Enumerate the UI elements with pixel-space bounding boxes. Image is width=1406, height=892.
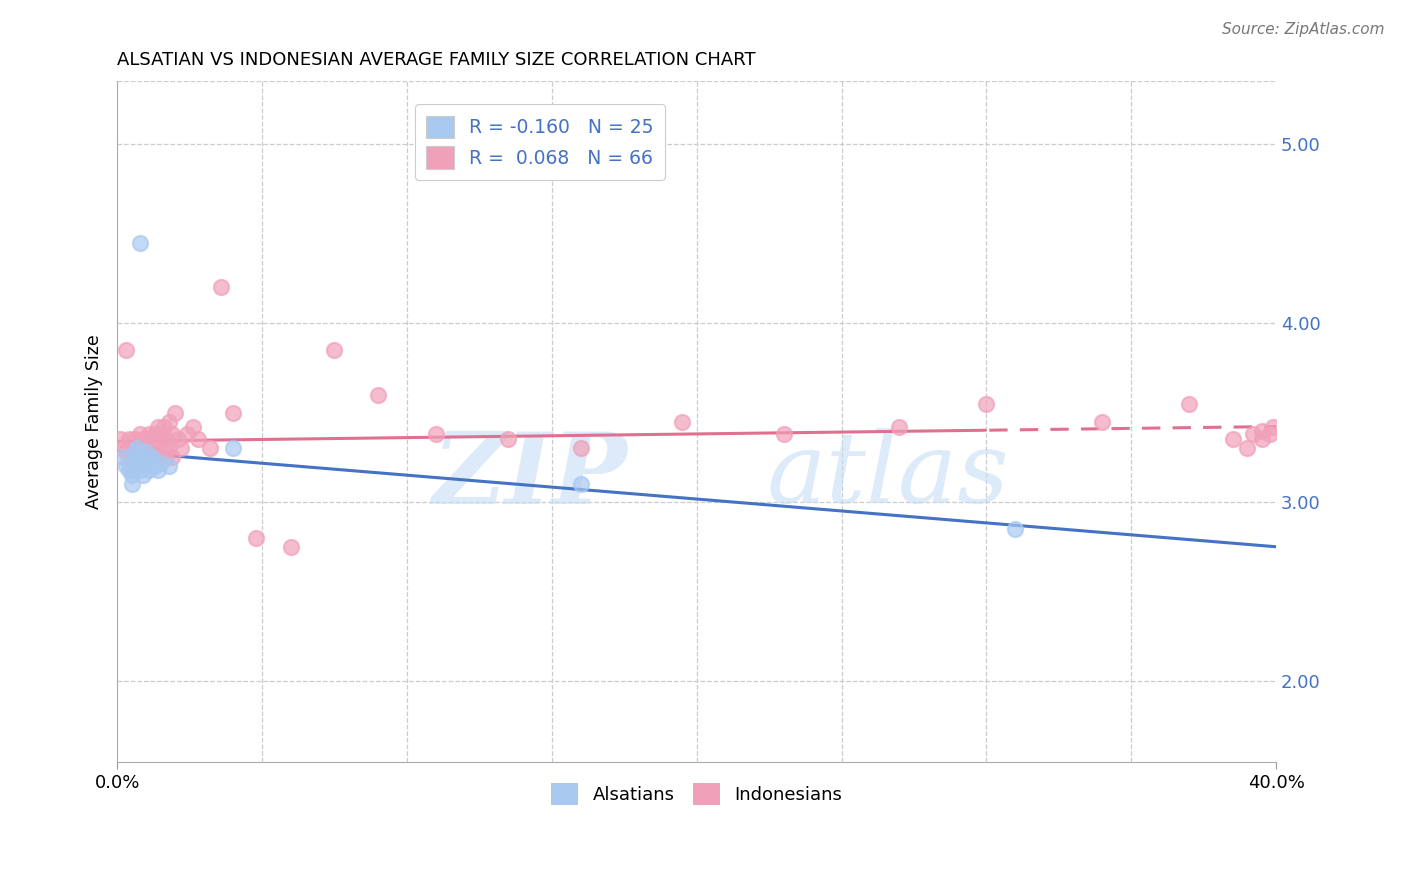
Point (152, 420, 174, 434)
Point (280, 540, 302, 554)
Point (115, 445, 138, 459)
Legend: Alsatians, Indonesians: Alsatians, Indonesians (543, 774, 851, 814)
Point (138, 445, 160, 459)
Point (143, 427, 166, 442)
Point (146, 445, 169, 459)
Point (181, 420, 204, 434)
Point (157, 442, 180, 456)
Point (121, 456, 143, 470)
Point (157, 459, 180, 474)
Point (367, 387, 389, 401)
Point (162, 427, 184, 442)
Point (129, 463, 152, 477)
Point (138, 456, 160, 470)
Point (121, 445, 143, 459)
Point (132, 433, 155, 447)
Point (1222, 433, 1244, 447)
Point (1258, 427, 1281, 442)
Point (1004, 522, 1026, 536)
Point (127, 450, 149, 465)
Point (124, 450, 146, 465)
Point (138, 427, 160, 442)
Point (772, 427, 794, 442)
Point (1250, 424, 1272, 438)
Point (127, 442, 149, 456)
Point (167, 433, 190, 447)
Point (152, 442, 174, 456)
Point (132, 456, 155, 470)
Point (222, 442, 245, 456)
Point (143, 442, 166, 456)
Point (176, 427, 198, 442)
Point (976, 397, 998, 411)
Text: ALSATIAN VS INDONESIAN AVERAGE FAMILY SIZE CORRELATION CHART: ALSATIAN VS INDONESIAN AVERAGE FAMILY SI… (117, 51, 756, 69)
Point (111, 450, 134, 465)
Point (141, 433, 163, 447)
Point (187, 433, 209, 447)
Point (149, 427, 172, 442)
Point (118, 463, 141, 477)
Point (129, 445, 152, 459)
Point (1241, 427, 1264, 442)
Point (127, 456, 149, 470)
Text: atlas: atlas (766, 428, 1010, 524)
Point (671, 415, 693, 429)
Point (143, 459, 166, 474)
Point (138, 463, 160, 477)
Point (121, 463, 143, 477)
Text: Source: ZipAtlas.com: Source: ZipAtlas.com (1222, 22, 1385, 37)
Point (141, 450, 163, 465)
Point (1236, 442, 1258, 456)
Point (135, 442, 157, 456)
Point (141, 450, 163, 465)
Point (129, 235, 152, 250)
Y-axis label: Average Family Size: Average Family Size (86, 334, 103, 509)
Point (115, 459, 138, 474)
Point (132, 456, 155, 470)
Point (569, 477, 592, 491)
Point (157, 415, 180, 429)
Point (115, 343, 138, 357)
Point (889, 420, 911, 434)
Point (111, 442, 134, 456)
Point (569, 442, 592, 456)
Point (222, 406, 245, 420)
Point (118, 433, 141, 447)
Point (149, 456, 172, 470)
Point (165, 406, 187, 420)
Point (198, 442, 221, 456)
Point (149, 450, 172, 465)
Point (124, 456, 146, 470)
Point (135, 445, 157, 459)
Point (135, 450, 157, 465)
Point (162, 450, 184, 465)
Point (155, 450, 177, 465)
Point (121, 468, 143, 483)
Point (146, 420, 169, 434)
Point (498, 433, 520, 447)
Point (170, 442, 193, 456)
Text: ZIP: ZIP (432, 428, 627, 524)
Point (1263, 420, 1285, 434)
Point (132, 468, 155, 483)
Point (124, 445, 146, 459)
Point (211, 280, 233, 294)
Point (135, 450, 157, 465)
Point (155, 433, 177, 447)
Point (127, 442, 149, 456)
Point (129, 427, 152, 442)
Point (118, 456, 141, 470)
Point (121, 477, 143, 491)
Point (108, 433, 131, 447)
Point (323, 343, 346, 357)
Point (245, 531, 267, 545)
Point (124, 433, 146, 447)
Point (1178, 397, 1201, 411)
Point (146, 463, 169, 477)
Point (1091, 415, 1114, 429)
Point (425, 427, 447, 442)
Point (1250, 433, 1272, 447)
